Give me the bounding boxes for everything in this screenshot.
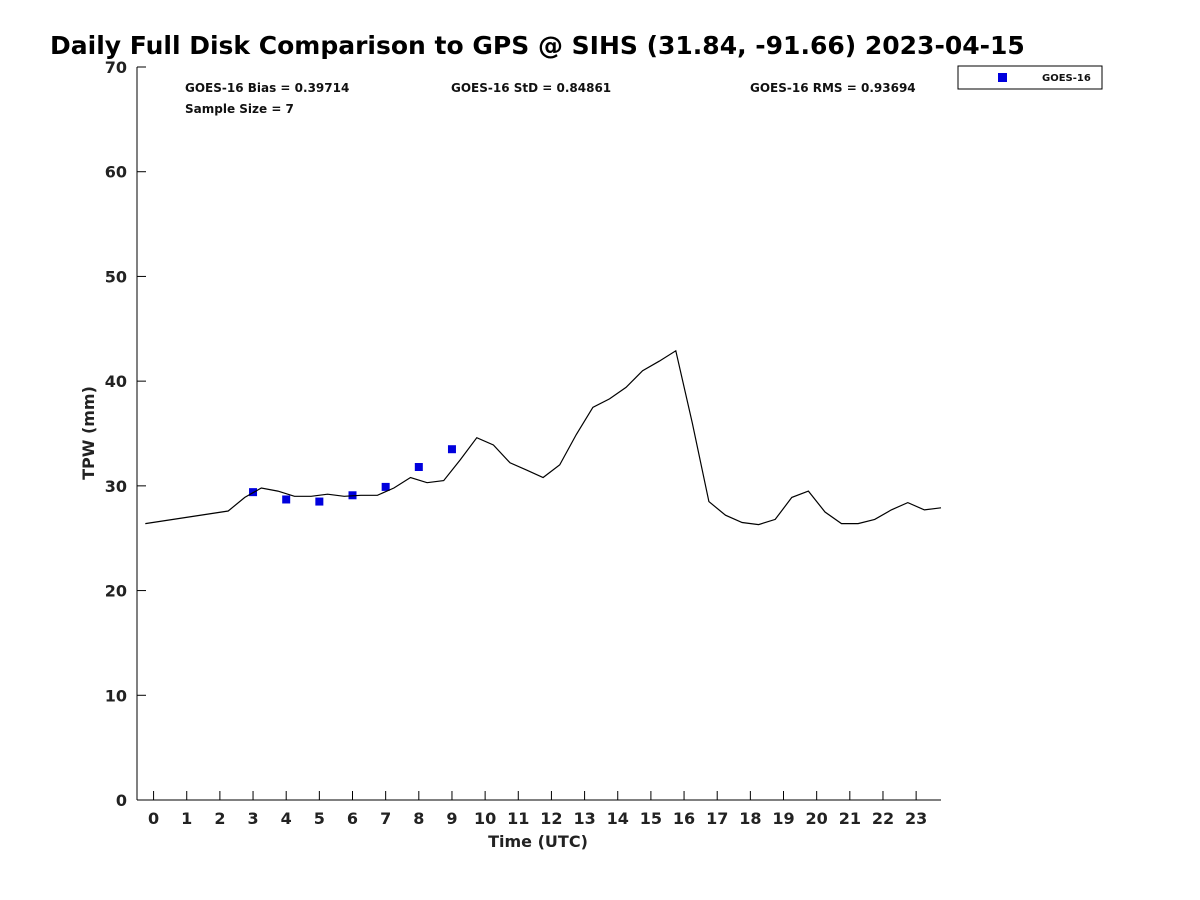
x-tick-label: 16: [673, 809, 695, 828]
legend-marker-goes16: [998, 73, 1007, 82]
x-tick-label: 5: [314, 809, 325, 828]
x-tick-label: 15: [640, 809, 662, 828]
goes16-point: [447, 445, 456, 454]
x-tick-label: 20: [806, 809, 828, 828]
chart-title: Daily Full Disk Comparison to GPS @ SIHS…: [50, 31, 1025, 60]
x-tick-label: 17: [706, 809, 728, 828]
x-tick-label: 7: [380, 809, 391, 828]
y-tick-label: 0: [116, 791, 127, 810]
std-stat: GOES-16 StD = 0.84861: [451, 81, 611, 95]
y-tick-label: 70: [105, 58, 127, 77]
series-layer: [145, 349, 942, 526]
x-tick-label: 18: [739, 809, 761, 828]
sample-size-stat: Sample Size = 7: [185, 102, 294, 116]
x-tick-label: 22: [872, 809, 894, 828]
x-tick-label: 3: [247, 809, 258, 828]
x-axis-label: Time (UTC): [488, 832, 588, 851]
y-tick-label: 50: [105, 267, 127, 286]
x-tick-label: 11: [507, 809, 529, 828]
y-axis: 0 10 20 30 40 50 60 70: [105, 58, 146, 810]
x-tick-label: 4: [281, 809, 292, 828]
legend-box: [957, 65, 1103, 90]
x-tick-label: 10: [474, 809, 496, 828]
goes16-point: [414, 463, 423, 472]
x-tick-label: 9: [446, 809, 457, 828]
legend: GOES-16: [957, 65, 1103, 90]
x-tick-label: 14: [607, 809, 629, 828]
x-tick-label: 6: [347, 809, 358, 828]
goes16-point: [381, 482, 390, 491]
x-tick-label: 8: [413, 809, 424, 828]
x-tick-label: 1: [181, 809, 192, 828]
y-tick-label: 20: [105, 582, 127, 601]
x-tick-label: 13: [573, 809, 595, 828]
rms-stat: GOES-16 RMS = 0.93694: [750, 81, 916, 95]
y-tick-label: 30: [105, 477, 127, 496]
x-tick-label: 19: [772, 809, 794, 828]
plot-area: [136, 67, 941, 801]
goes16-point: [315, 497, 324, 506]
y-tick-label: 10: [105, 686, 127, 705]
gps-tpw-line: [145, 349, 942, 526]
y-tick-label: 40: [105, 372, 127, 391]
y-axis-label: TPW (mm): [79, 386, 98, 480]
x-tick-label: 23: [905, 809, 927, 828]
x-tick-label: 2: [214, 809, 225, 828]
x-axis: 0 1 2 3 4 5 6 7 8 9 10 11 12 13 14 15 16 17 18 19 20 21 22 23: [148, 791, 927, 828]
x-tick-label: 0: [148, 809, 159, 828]
x-tick-label: 21: [839, 809, 861, 828]
x-tick-label: 12: [540, 809, 562, 828]
legend-label-goes16: GOES-16: [1042, 73, 1091, 84]
y-tick-label: 60: [105, 163, 127, 182]
goes16-point: [282, 495, 291, 504]
bias-stat: GOES-16 Bias = 0.39714: [185, 81, 349, 95]
